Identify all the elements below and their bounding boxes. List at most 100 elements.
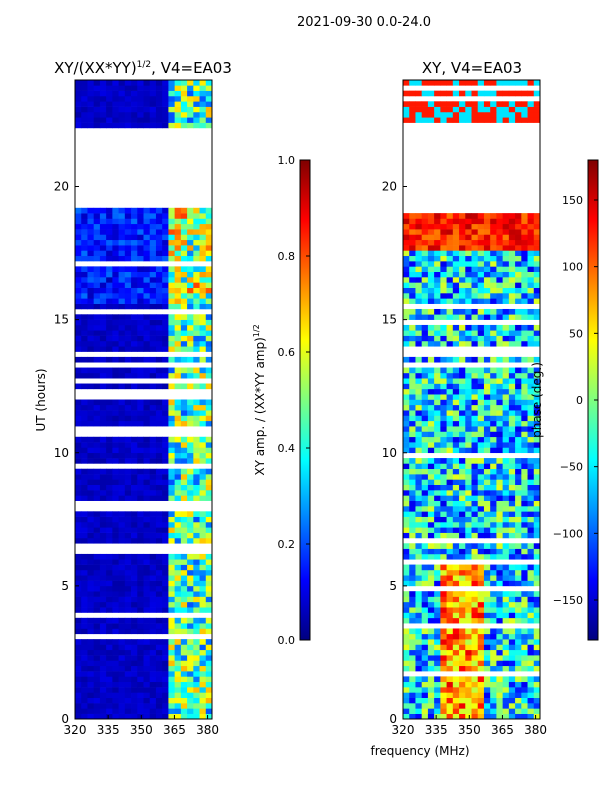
amp-heatmap-cell [75, 660, 82, 667]
phase-heatmap-cell [427, 271, 435, 278]
amp-heatmap-cell [124, 585, 132, 592]
phase-heatmap-cell [521, 601, 528, 608]
amp-heatmap-cell [112, 436, 119, 443]
amp-heatmap-cell [193, 490, 200, 496]
amp-heatmap-cell [87, 383, 95, 390]
amp-heatmap-cell [174, 293, 182, 299]
phase-heatmap-cell [508, 617, 516, 624]
phase-heatmap-cell [515, 420, 522, 427]
phase-heatmap-cell [409, 378, 416, 384]
amp-heatmap-cell [112, 442, 119, 448]
phase-heatmap-cell [452, 506, 460, 512]
phase-heatmap-cell [434, 687, 441, 693]
phase-heatmap-cell [477, 511, 485, 517]
phase-heatmap-cell [459, 543, 466, 549]
phase-heatmap-cell [502, 410, 510, 416]
amp-heatmap-cell [187, 346, 194, 352]
phase-heatmap-cell [471, 474, 479, 480]
phase-heatmap-cell [446, 234, 454, 241]
phase-heatmap-cell [502, 287, 510, 294]
amp-heatmap-cell [106, 553, 113, 560]
amp-heatmap-cell [180, 697, 188, 704]
amp-heatmap-cell [180, 245, 188, 251]
amp-heatmap-cell [143, 697, 151, 704]
phase-heatmap-cell [502, 521, 510, 528]
phase-heatmap-cell [434, 250, 441, 257]
amp-heatmap-cell [118, 383, 126, 390]
amp-heatmap-cell [199, 458, 207, 464]
phase-heatmap-cell [502, 213, 510, 219]
amp-heatmap-cell [81, 532, 88, 539]
amp-heatmap-cell [162, 521, 169, 528]
phase-heatmap-cell [459, 687, 466, 693]
phase-heatmap-cell [483, 676, 491, 683]
amp-heatmap-cell [168, 218, 176, 225]
amp-heatmap-cell [124, 213, 132, 219]
phase-heatmap-cell [465, 617, 472, 624]
amp-heatmap-cell [155, 239, 163, 246]
amp-heatmap-cell [99, 282, 107, 288]
amp-heatmap-cell [155, 101, 163, 107]
amp-heatmap-cell [137, 697, 144, 704]
amp-heatmap-cell [193, 511, 200, 517]
amp-heatmap-cell [143, 596, 151, 603]
phase-heatmap-cell [508, 223, 516, 230]
phase-heatmap-cell [521, 239, 528, 246]
phase-heatmap-cell [483, 644, 491, 651]
amp-heatmap-cell [124, 356, 132, 363]
amp-heatmap-cell [168, 245, 176, 251]
amp-heatmap-cell [106, 676, 113, 683]
amp-heatmap-cell [93, 687, 101, 693]
amp-heatmap-cell [118, 245, 126, 251]
phase-heatmap-cell [434, 463, 441, 470]
amp-heatmap-cell [75, 340, 82, 347]
phase-heatmap-cell [427, 575, 435, 581]
amp-heatmap-cell [162, 713, 169, 720]
amp-heatmap-cell [199, 319, 207, 326]
phase-heatmap-cell [471, 234, 479, 241]
phase-heatmap-cell [446, 596, 454, 603]
phase-heatmap-cell [459, 500, 466, 507]
phase-heatmap-cell [434, 234, 441, 241]
phase-heatmap-cell [459, 80, 466, 86]
phase-heatmap-cell [483, 458, 491, 464]
amp-heatmap-cell [99, 697, 107, 704]
phase-heatmap-cell [409, 665, 416, 672]
amp-heatmap-cell [118, 559, 126, 565]
amp-heatmap-cell [149, 468, 157, 475]
phase-heatmap-cell [521, 596, 528, 603]
amp-heatmap-cell [180, 207, 188, 214]
amp-heatmap-cell [174, 575, 182, 581]
phase-heatmap-cell [521, 340, 528, 347]
phase-panel-title: XY, V4=EA03 [422, 59, 522, 77]
amp-heatmap-cell [81, 346, 88, 352]
amp-heatmap-cell [187, 617, 194, 624]
phase-heatmap-cell [490, 442, 497, 448]
amp-heatmap-cell [199, 649, 207, 656]
phase-heatmap-cell [490, 80, 497, 86]
amp-heatmap-cell [187, 660, 194, 667]
amp-heatmap-cell [193, 245, 200, 251]
amp-heatmap-cell [168, 681, 176, 688]
phase-heatmap-cell [427, 639, 435, 645]
amp-heatmap-cell [118, 117, 126, 123]
amp-heatmap-cell [199, 607, 207, 613]
phase-heatmap-cell [502, 474, 510, 480]
phase-heatmap-cell [403, 111, 410, 118]
amp-heatmap-cell [199, 692, 207, 698]
amp-heatmap-cell [124, 330, 132, 336]
amp-heatmap-cell [193, 681, 200, 688]
amp-heatmap-cell [81, 623, 88, 629]
amp-heatmap-cell [143, 298, 151, 304]
phase-heatmap-cell [496, 442, 504, 448]
amp-heatmap-cell [106, 415, 113, 422]
amp-heatmap-cell [205, 687, 213, 693]
phase-heatmap-cell [533, 330, 541, 336]
phase-heatmap-cell [477, 591, 485, 597]
amp-heatmap-cell [205, 314, 213, 320]
phase-heatmap-cell [403, 218, 410, 225]
amp-heatmap-cell [174, 521, 182, 528]
amp-heatmap-cell [168, 511, 176, 517]
phase-heatmap-cell [490, 404, 497, 411]
amp-colorbar-tick-label: 0.8 [278, 250, 296, 263]
